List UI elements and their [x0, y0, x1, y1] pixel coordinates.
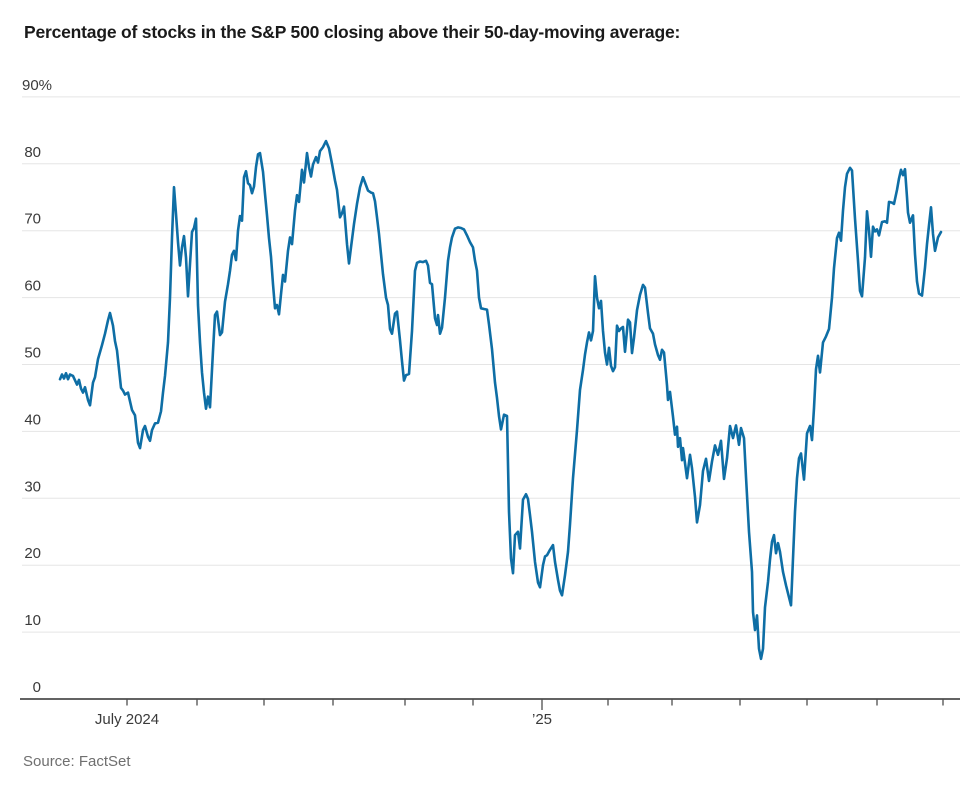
- gridlines: [22, 96, 960, 633]
- source-note: Source: FactSet: [23, 753, 131, 770]
- data-series: [58, 139, 943, 661]
- y-axis-label: 20: [24, 545, 41, 562]
- y-axis-label: 30: [24, 478, 41, 495]
- chart-title: Percentage of stocks in the S&P 500 clos…: [24, 22, 681, 42]
- y-axis-label: 10: [24, 612, 41, 629]
- data-line: [58, 139, 943, 661]
- x-axis-labels: July 2024 ’25: [95, 711, 552, 728]
- y-axis-label: 60: [24, 278, 41, 295]
- y-axis-label: 70: [24, 211, 41, 228]
- x-axis-label: ’25: [532, 711, 552, 728]
- y-axis-label: 40: [24, 411, 41, 428]
- y-axis-label: 90%: [22, 77, 52, 94]
- y-axis-label: 80: [24, 144, 41, 161]
- x-axis: [20, 698, 960, 710]
- y-axis-label: 0: [33, 679, 41, 696]
- y-axis-labels: 90% 80 70 60 50 40 30 20 10 0: [22, 77, 52, 696]
- y-axis-label: 50: [24, 345, 41, 362]
- x-axis-label: July 2024: [95, 711, 159, 728]
